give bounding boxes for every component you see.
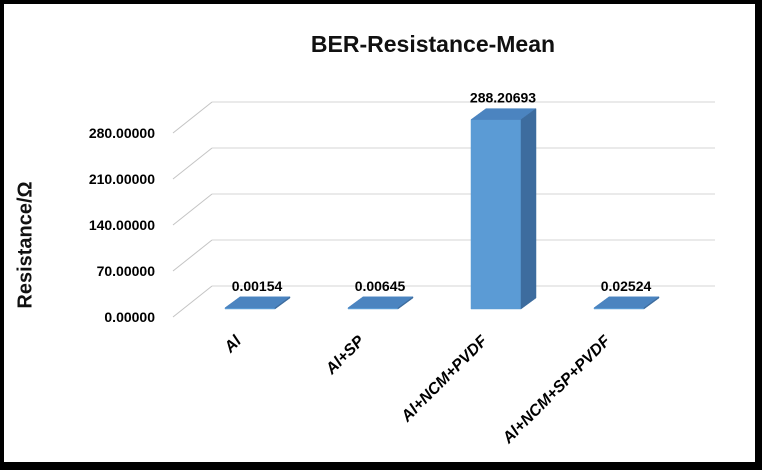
x-category-label: Al+NCM+SP+PVDF <box>499 332 615 448</box>
bar-al-ncm-pvdf <box>470 108 537 310</box>
bar-value-label: 0.00645 <box>355 278 406 294</box>
gridlines <box>172 101 715 318</box>
gridline-diagonal <box>172 147 213 180</box>
bar-value-label: 0.02524 <box>601 278 652 294</box>
gridline-diagonal <box>172 285 213 318</box>
y-tick-label: 210.00000 <box>89 171 155 187</box>
bar-value-label: 0.00154 <box>232 278 283 294</box>
data-labels: 0.00154 0.00645 288.20693 0.02524 <box>232 90 652 294</box>
x-category-label: Al+SP <box>322 333 368 379</box>
y-axis-title: Resistance/Ω <box>14 181 37 309</box>
bar-side-face <box>520 108 537 310</box>
bar-side-face <box>274 296 291 310</box>
y-tick-label: 280.00000 <box>89 125 155 141</box>
bar-top-face <box>593 296 660 309</box>
bar-side-face <box>643 296 660 310</box>
bar-al-ncm-sp-pvdf <box>593 296 660 310</box>
gridline-diagonal <box>172 101 213 134</box>
bar-value-label: 288.20693 <box>470 90 536 106</box>
x-category-label: Al <box>221 332 245 356</box>
bar-al-sp <box>347 296 414 310</box>
bar-front-face <box>470 119 522 310</box>
bars <box>224 108 660 310</box>
category-labels: Al Al+SP Al+NCM+PVDF Al+NCM+SP+PVDF <box>221 332 615 448</box>
y-tick-label: 140.00000 <box>89 217 155 233</box>
gridline-diagonal <box>172 239 213 272</box>
chart-title: BER-Resistance-Mean <box>310 31 556 57</box>
bar-side-face <box>397 296 414 310</box>
bar-al <box>224 296 291 310</box>
gridline-diagonal <box>172 193 213 226</box>
bar-top-face <box>347 296 414 309</box>
bar-top-face <box>224 296 291 309</box>
y-tick-label: 0.00000 <box>104 309 155 325</box>
y-axis-tick-labels: 0.00000 70.00000 140.00000 210.00000 280.000… <box>89 125 155 325</box>
y-tick-label: 70.00000 <box>97 263 156 279</box>
x-category-label: Al+NCM+PVDF <box>398 332 492 426</box>
